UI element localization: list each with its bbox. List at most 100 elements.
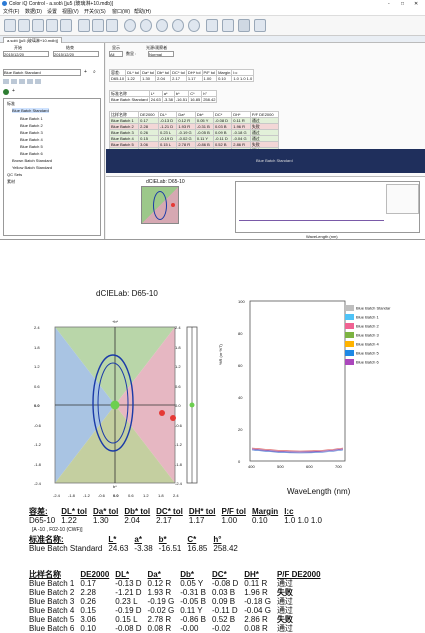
std-value: 24.63: [108, 544, 129, 553]
tree-item-brown-standard[interactable]: Brown Batch Standard: [12, 158, 53, 163]
tree-item-standard[interactable]: Blue Batch Standard: [12, 108, 49, 113]
print-icon[interactable]: [46, 19, 58, 32]
report-icon[interactable]: [206, 19, 218, 32]
mini-batch-row[interactable]: Blue Batch 2 2.28 -1.21 D 1.93 R -0.31 B 0.03…: [108, 123, 280, 130]
table-header: Da*: [147, 570, 161, 579]
spectral-plot: [249, 300, 346, 462]
tree-item-batch-2[interactable]: Blue Batch 2: [20, 123, 43, 128]
menu-help[interactable]: 帮助(H): [134, 9, 151, 15]
legend-label: Blue Batch Standar: [356, 305, 391, 311]
tick-label: 600: [306, 464, 313, 469]
measure-batch-icon[interactable]: [156, 19, 168, 32]
menu-file[interactable]: 文件(F): [3, 9, 20, 15]
table-header: a*: [134, 535, 142, 544]
tree-item-yellow-standard[interactable]: Yellow Batch Standard: [12, 165, 53, 170]
minimize-button[interactable]: -: [388, 1, 390, 7]
table-cell: 2.28: [80, 588, 96, 597]
mini-batch-row[interactable]: Blue Batch 3 0.26 0.23 L -0.19 G -0.05 B 0.09…: [108, 129, 280, 136]
table-header: D65-10: [108, 75, 127, 82]
table-header: 1.00: [201, 75, 218, 82]
tick-label: 1.8: [158, 493, 164, 498]
tree-item-batch-4[interactable]: Blue Batch 4: [20, 137, 43, 142]
tree-tool-icon[interactable]: [19, 79, 25, 84]
copy-icon[interactable]: [60, 19, 72, 32]
tolerance-ellipse-inner: [97, 362, 129, 444]
tick-label: -1.2: [175, 442, 182, 447]
menu-data[interactable]: 数据(D): [25, 9, 42, 15]
table-cell: 0.08 R: [147, 624, 172, 633]
tree-tool-icon[interactable]: [27, 79, 33, 84]
start-date-field[interactable]: 2015/12/20: [3, 51, 49, 57]
tree-tool-icon[interactable]: [35, 79, 41, 84]
add-icon[interactable]: +: [84, 69, 87, 75]
group-label: 数显 :: [126, 51, 137, 56]
mini-cielab-plot: [141, 186, 179, 224]
table-icon[interactable]: [106, 19, 118, 32]
menu-instrument[interactable]: 开关仪(S): [84, 9, 106, 15]
table-cell: -0.19 G: [147, 597, 175, 606]
table-cell: -0.19 D: [115, 606, 142, 615]
table-header: Blue Batch Standard: [109, 96, 150, 103]
tick-label: 80: [238, 331, 243, 336]
export-icon[interactable]: [78, 19, 90, 32]
tick-label: 2.4: [34, 325, 40, 330]
table-header: DC* tol: [156, 507, 183, 516]
dropdown-icon[interactable]: [254, 19, 266, 32]
save-icon[interactable]: [32, 19, 44, 32]
tree-item-batch-6[interactable]: Blue Batch 6: [20, 151, 43, 156]
lightness-standard-point: [189, 402, 195, 408]
chart-icon[interactable]: [92, 19, 104, 32]
menu-view[interactable]: 视图(V): [62, 9, 79, 15]
std-value: 258.42: [213, 544, 238, 553]
mini-batch-row[interactable]: Blue Batch 1 0.17 -0.13 D 0.12 R 0.05 Y -0.08…: [108, 117, 280, 124]
measure-standard-icon[interactable]: [140, 19, 152, 32]
open-icon[interactable]: [18, 19, 30, 32]
tree-root[interactable]: 标准: [7, 101, 15, 106]
display-dropdown[interactable]: All: [109, 51, 123, 57]
tick-label: 60: [238, 363, 243, 368]
settings-icon[interactable]: [222, 19, 234, 32]
measure-icon[interactable]: [124, 19, 136, 32]
calibrate-icon[interactable]: [172, 19, 184, 32]
table-header: DE2000: [80, 570, 110, 579]
illuminant-dropdown[interactable]: Normal: [148, 51, 174, 57]
menu-window[interactable]: 窗口(W): [112, 9, 131, 15]
mini-batch-table: 比样名称 DE2000 DL* Da* Db* DC* DH* P/F DE2000 Blue…: [108, 111, 280, 154]
expand-icon[interactable]: +: [12, 88, 15, 94]
tree-item-assets[interactable]: 素材: [7, 179, 15, 184]
new-icon[interactable]: [4, 19, 16, 32]
tree-tool-icon[interactable]: [11, 79, 17, 84]
instrument-icon[interactable]: [188, 19, 200, 32]
tree-item-qc-sets[interactable]: QC Sets: [7, 172, 23, 177]
toolbar: [0, 16, 425, 36]
standard-dropdown[interactable]: Blue Batch Standard: [3, 69, 81, 76]
tree-tool-icon[interactable]: [3, 79, 9, 84]
standard-banner-label: Blue Batch Standard: [256, 158, 293, 163]
search-icon[interactable]: ⌕: [93, 69, 96, 75]
table-header: DH* tol: [185, 69, 203, 76]
legend-item: Blue Batch 4: [345, 335, 379, 347]
table-cell: 0.52 B: [212, 615, 236, 624]
tol-value: 1.30: [93, 516, 109, 525]
table-header: 标准名称:: [29, 535, 64, 544]
table-cell: 通过: [276, 597, 293, 606]
maximize-button[interactable]: □: [401, 1, 405, 7]
tick-label: -2.4: [53, 493, 60, 498]
close-button[interactable]: ✕: [414, 1, 419, 7]
menu-settings[interactable]: 设置: [47, 9, 58, 15]
tree-item-batch-5[interactable]: Blue Batch 5: [20, 144, 43, 149]
table-cell: 通过: [276, 606, 293, 615]
table-header: 16.85: [188, 96, 203, 103]
tree-item-batch-1[interactable]: Blue Batch 1: [20, 116, 43, 121]
table-cell: Blue Batch 4: [29, 606, 75, 615]
standard-point: [110, 400, 120, 410]
layout-icon[interactable]: [238, 19, 250, 32]
table-header: C*: [187, 535, 197, 544]
end-date-field[interactable]: 2015/12/20: [53, 51, 99, 57]
legend-swatch: [345, 331, 354, 338]
tick-label: 40: [238, 395, 243, 400]
table-cell: 3.06: [80, 615, 96, 624]
tree-item-batch-3[interactable]: Blue Batch 3: [20, 130, 43, 135]
table-cell: 0.15: [80, 606, 96, 615]
mini-chart-title: dCIELab: D65-10: [146, 179, 185, 185]
